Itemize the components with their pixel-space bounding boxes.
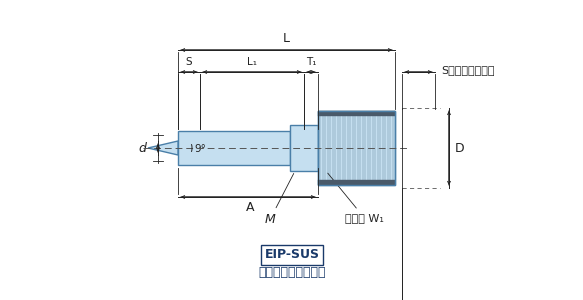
Text: T₁: T₁ <box>305 57 316 67</box>
Bar <box>318 111 395 185</box>
Text: EIP-SUS: EIP-SUS <box>265 248 319 262</box>
Text: A: A <box>246 201 254 214</box>
Bar <box>318 111 395 185</box>
Bar <box>318 180 395 185</box>
Text: d: d <box>138 142 146 154</box>
Text: L: L <box>283 32 290 45</box>
Polygon shape <box>148 141 178 155</box>
Text: M: M <box>265 173 294 226</box>
Bar <box>290 125 318 171</box>
Text: （シングルナット）: （シングルナット） <box>258 266 326 280</box>
Text: L₁: L₁ <box>247 57 257 67</box>
Text: S（ストローク）: S（ストローク） <box>441 65 494 75</box>
Text: 二面幅 W₁: 二面幅 W₁ <box>328 173 384 223</box>
Bar <box>178 131 290 165</box>
Text: S: S <box>186 57 192 67</box>
Bar <box>318 111 395 116</box>
Text: 9°: 9° <box>194 144 206 154</box>
Text: D: D <box>455 142 465 154</box>
